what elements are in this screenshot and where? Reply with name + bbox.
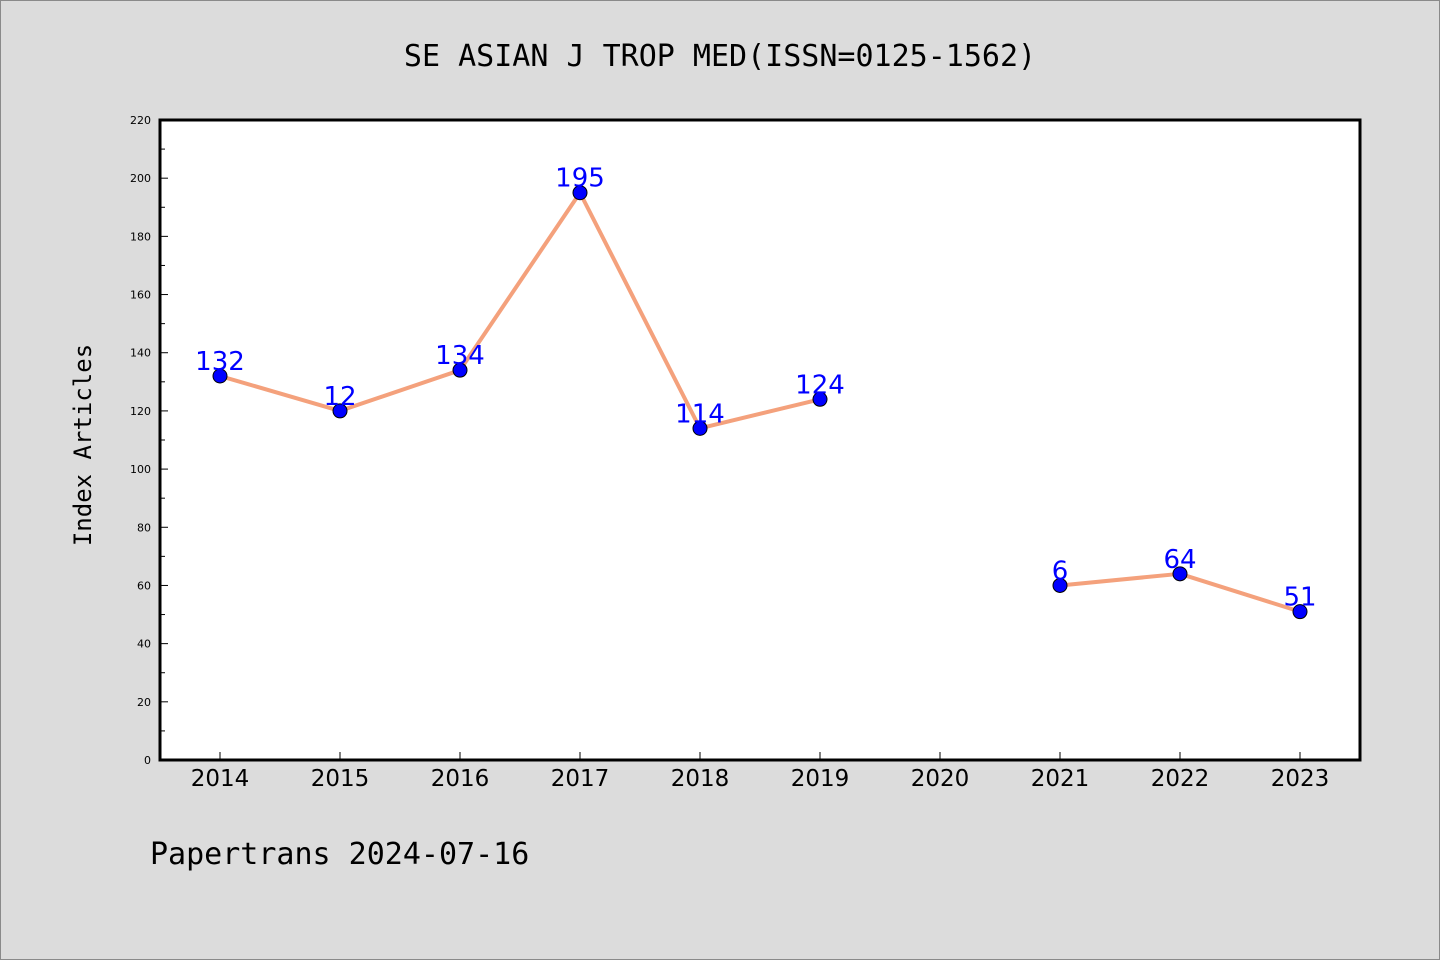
- x-tick-label: 2016: [431, 766, 490, 792]
- data-point: [212, 368, 228, 384]
- x-axis-tick-labels: 2014 2015 2016 2017 2018 2019 2020 2021 2022 2023: [191, 766, 1330, 792]
- data-label: 134: [435, 341, 485, 371]
- x-tick-label: 2017: [551, 766, 610, 792]
- data-point: [692, 420, 708, 436]
- chart-title: SE ASIAN J TROP MED(ISSN=0125-1562): [404, 39, 1036, 74]
- data-label: 64: [1163, 545, 1196, 575]
- y-tick-label: 80: [137, 521, 151, 534]
- data-point: [1292, 604, 1308, 620]
- y-tick-label: 60: [137, 579, 151, 592]
- y-tick-label: 100: [130, 463, 151, 476]
- data-point: [1172, 566, 1188, 582]
- plot-area: [160, 120, 1360, 760]
- y-tick-label: 160: [130, 289, 151, 302]
- data-label: 124: [795, 370, 845, 400]
- footer-credit: Papertrans 2024-07-16: [150, 837, 529, 872]
- x-tick-label: 2023: [1271, 766, 1330, 792]
- x-tick-label: 2020: [911, 766, 970, 792]
- data-points: [212, 185, 1308, 620]
- y-tick-label: 120: [130, 405, 151, 418]
- y-axis-tick-labels: 0 20 40 60 80 100 120 140 160 180 200 220: [130, 114, 151, 767]
- x-tick-label: 2022: [1151, 766, 1210, 792]
- y-tick-label: 200: [130, 172, 151, 185]
- y-tick-label: 220: [130, 114, 151, 127]
- y-tick-label: 180: [130, 230, 151, 243]
- x-tick-label: 2021: [1031, 766, 1090, 792]
- data-label: 132: [195, 347, 245, 377]
- plot-frame: [158, 118, 1362, 762]
- y-tick-label: 0: [144, 754, 151, 767]
- x-tick-label: 2014: [191, 766, 250, 792]
- data-point: [572, 185, 588, 201]
- data-point: [332, 403, 348, 419]
- data-labels: 132 12 134 195 114 124 6 64 51: [195, 164, 1316, 613]
- data-label: 195: [555, 164, 605, 194]
- y-tick-label: 140: [130, 347, 151, 360]
- x-tick-label: 2018: [671, 766, 730, 792]
- data-point: [812, 391, 828, 407]
- y-tick-label: 40: [137, 638, 151, 651]
- data-label: 51: [1283, 583, 1316, 613]
- x-tick-label: 2019: [791, 766, 850, 792]
- data-label: 114: [675, 399, 725, 429]
- data-point: [1052, 577, 1068, 593]
- x-tick-label: 2015: [311, 766, 370, 792]
- data-label: 6: [1052, 556, 1069, 586]
- y-axis-label: Index Articles: [69, 344, 97, 546]
- data-label: 12: [323, 382, 356, 412]
- data-point: [452, 362, 468, 378]
- y-tick-label: 20: [137, 696, 151, 709]
